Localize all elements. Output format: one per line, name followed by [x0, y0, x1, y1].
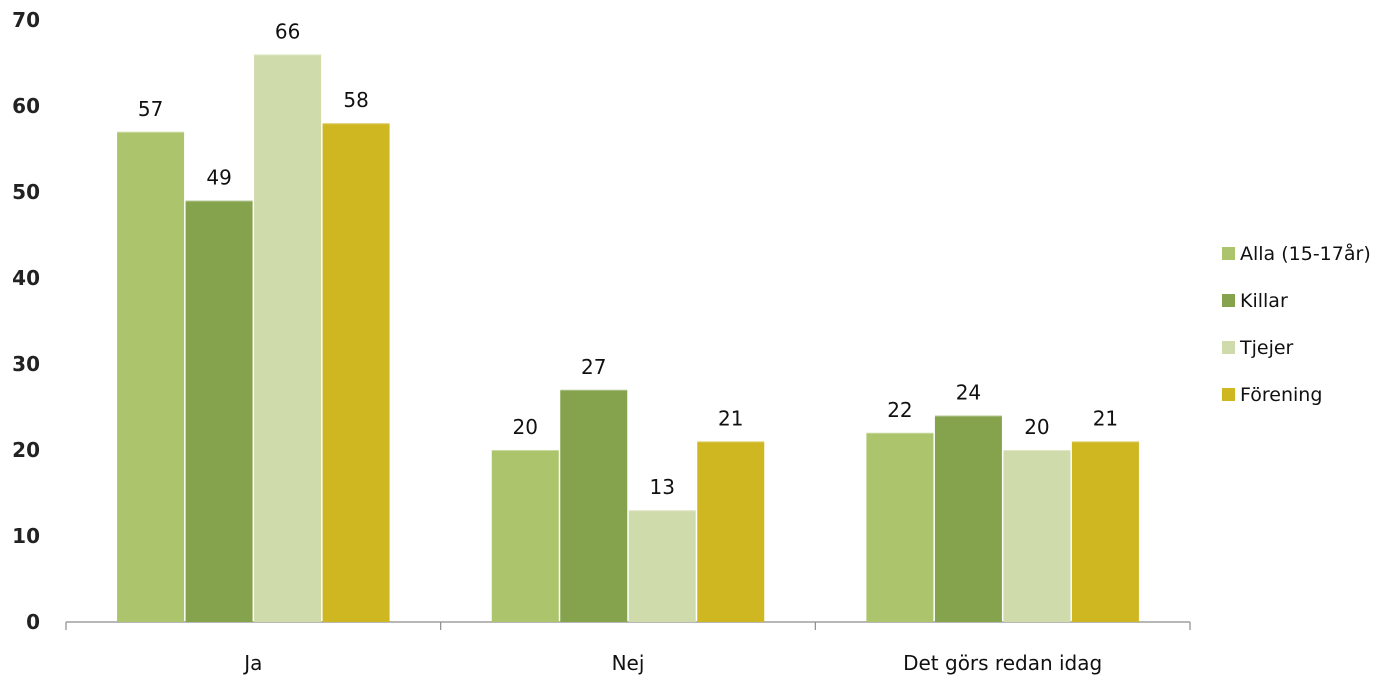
legend-label: Förening — [1240, 384, 1322, 406]
legend-label: Tjejer — [1239, 337, 1294, 359]
bar — [866, 432, 934, 622]
bar — [1003, 450, 1071, 622]
bar — [934, 415, 1002, 622]
axes: 0 10 20 30 40 50 60 70 Ja Nej Det görs redan idag — [12, 8, 1191, 675]
data-label: 20 — [513, 415, 538, 439]
data-label: 20 — [1024, 415, 1049, 439]
legend-swatch — [1222, 294, 1235, 307]
data-label: 21 — [718, 406, 743, 430]
data-label: 57 — [138, 97, 163, 121]
x-tick-label: Nej — [612, 651, 645, 675]
bar — [560, 389, 628, 622]
legend-label: Alla (15-17år) — [1240, 242, 1371, 265]
data-label: 66 — [275, 19, 300, 43]
legend-swatch — [1222, 341, 1235, 354]
x-tick-label: Det görs redan idag — [903, 651, 1102, 675]
bar — [628, 510, 696, 622]
y-tick-label: 70 — [12, 8, 40, 32]
legend: Alla (15-17år) Killar Tjejer Förening — [1222, 242, 1371, 406]
data-label: 27 — [581, 355, 606, 379]
y-tick-label: 20 — [12, 438, 40, 462]
bar — [254, 54, 322, 622]
bar — [491, 450, 559, 622]
data-label: 21 — [1093, 406, 1118, 430]
data-label: 58 — [343, 88, 368, 112]
legend-swatch — [1222, 388, 1235, 401]
data-label: 24 — [956, 381, 981, 405]
y-tick-label: 0 — [26, 610, 40, 634]
data-label: 49 — [206, 166, 231, 190]
legend-swatch — [1222, 247, 1235, 260]
x-tick-label: Ja — [242, 651, 262, 675]
data-label: 13 — [650, 475, 675, 499]
bar — [1071, 441, 1139, 622]
y-tick-label: 30 — [12, 352, 40, 376]
bar — [322, 123, 390, 622]
data-labels: 57 49 66 58 20 27 13 21 22 24 20 21 — [138, 19, 1118, 499]
y-tick-label: 40 — [12, 266, 40, 290]
y-tick-label: 50 — [12, 180, 40, 204]
legend-label: Killar — [1240, 290, 1288, 312]
data-label: 22 — [887, 398, 912, 422]
y-tick-label: 60 — [12, 94, 40, 118]
bar — [185, 200, 253, 622]
y-tick-label: 10 — [12, 524, 40, 548]
bar — [697, 441, 765, 622]
bar — [117, 131, 185, 623]
bars — [117, 54, 1139, 623]
